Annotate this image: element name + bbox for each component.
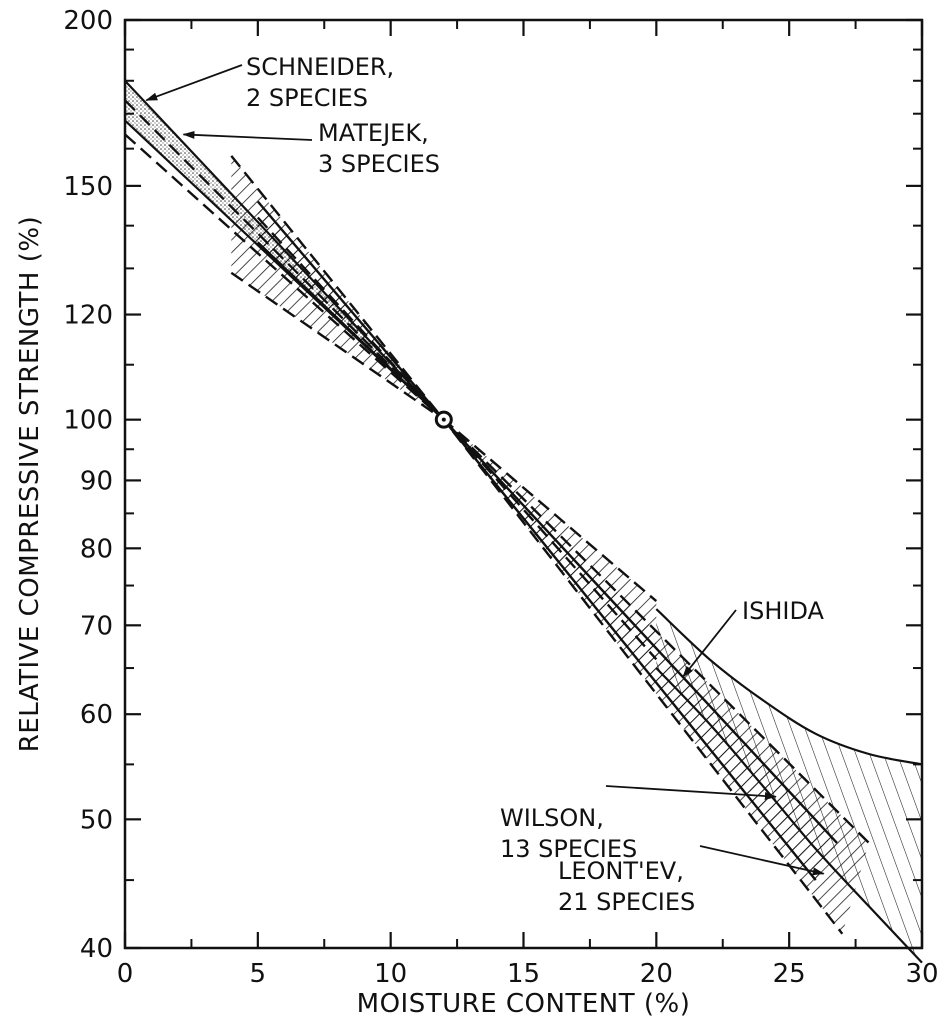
- y-tick-label: 150: [63, 172, 113, 202]
- annotation-0: SCHNEIDER, 2 SPECIES: [145, 53, 394, 112]
- x-tick-label: 15: [507, 959, 540, 989]
- y-tick-label: 100: [63, 406, 113, 436]
- annotation-2: ISHIDA: [682, 597, 824, 678]
- annotation-1: MATEJEK, 3 SPECIES: [182, 119, 440, 178]
- annotation-3: WILSON, 13 SPECIES: [500, 785, 777, 863]
- y-tick-label: 60: [80, 700, 113, 730]
- annotation-arrow: [682, 609, 737, 678]
- y-tick-label: 80: [80, 534, 113, 564]
- y-tick-label: 40: [80, 934, 113, 964]
- annotation-label: ISHIDA: [742, 597, 824, 625]
- band-fill: [257, 201, 837, 881]
- band-series-5: [655, 608, 923, 964]
- annotation-line: MATEJEK,: [318, 119, 429, 147]
- x-tick-label: 5: [250, 959, 267, 989]
- annotation-arrow: [699, 845, 825, 876]
- annotation-line: ISHIDA: [742, 597, 824, 625]
- band-series-3: [256, 200, 838, 881]
- annotation-line: LEONT'EV,: [558, 857, 684, 885]
- y-tick-label: 70: [80, 611, 113, 641]
- annotation-4: LEONT'EV, 21 SPECIES: [558, 845, 825, 916]
- annotation-line: 2 SPECIES: [246, 84, 368, 112]
- annotation-label: LEONT'EV, 21 SPECIES: [558, 857, 695, 916]
- band-fill: [656, 609, 922, 963]
- annotation-arrow: [605, 785, 777, 801]
- y-tick-label: 120: [63, 301, 113, 331]
- annotation-line: 3 SPECIES: [318, 150, 440, 178]
- annotation-line: 13 SPECIES: [500, 835, 637, 863]
- annotation-line: WILSON,: [500, 804, 604, 832]
- annotation-line: SCHNEIDER,: [246, 53, 394, 81]
- y-tick-label: 50: [80, 805, 113, 835]
- y-axis-title: RELATIVE COMPRESSIVE STRENGTH (%): [15, 216, 45, 753]
- y-tick-label: 90: [80, 466, 113, 496]
- x-tick-label: 20: [640, 959, 673, 989]
- band-upper-line: [655, 608, 923, 766]
- x-tick-label: 10: [374, 959, 407, 989]
- axis-ticks: [123, 18, 924, 950]
- annotation-arrow: [182, 130, 313, 141]
- x-axis-title: MOISTURE CONTENT (%): [357, 989, 691, 1019]
- reference-point-dot: [441, 417, 446, 422]
- annotations: SCHNEIDER, 2 SPECIES MATEJEK, 3 SPECIES ISHI…: [145, 53, 825, 916]
- band-fill: [257, 217, 657, 660]
- x-tick-label: 30: [905, 959, 938, 989]
- x-tick-label: 25: [773, 959, 806, 989]
- y-tick-label: 200: [63, 6, 113, 36]
- annotation-label: MATEJEK, 3 SPECIES: [318, 119, 440, 178]
- annotation-label: SCHNEIDER, 2 SPECIES: [246, 53, 394, 112]
- annotation-label: WILSON, 13 SPECIES: [500, 804, 637, 863]
- band-upper-line: [124, 99, 445, 421]
- tick-labels: 0 5 10 15 20 25 30 40 50 60 70 80 90 100 120 150 200: [63, 6, 938, 989]
- band-lower-line: [655, 667, 923, 964]
- annotation-line: 21 SPECIES: [558, 888, 695, 916]
- x-tick-label: 0: [117, 959, 134, 989]
- annotation-arrow: [145, 64, 243, 102]
